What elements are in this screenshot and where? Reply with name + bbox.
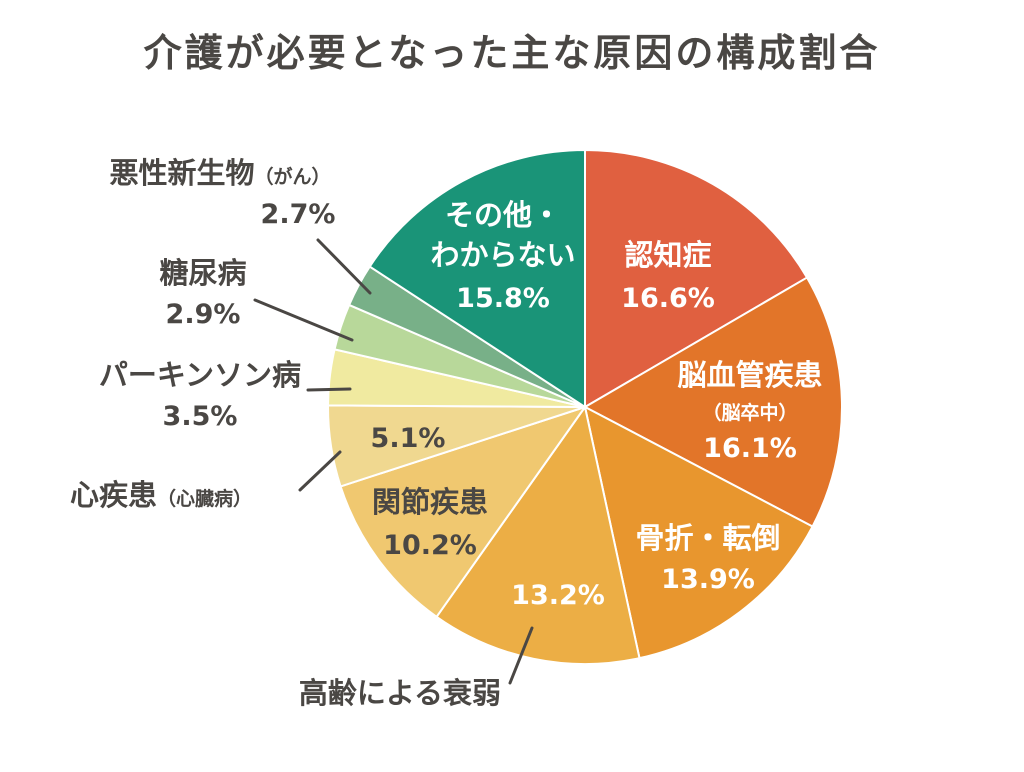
slice-label-2-sublabel: （脳卒中） [702, 401, 797, 424]
slice-label-5-label: 関節疾患 [372, 485, 488, 519]
pie-slice-10 [368, 148, 586, 409]
slice-label-9-label: 悪性新生物（がん） [109, 156, 330, 190]
leader-line-4 [508, 626, 534, 685]
pie-slice-4 [435, 404, 641, 665]
pie-slice-1 [584, 148, 809, 409]
slice-label-10-label_line2: わからない [430, 238, 575, 272]
slice-label-9-value_text: 2.7% [261, 199, 336, 230]
slice-label-3-label: 骨折・転倒 [635, 521, 780, 555]
slice-label-7-label: パーキンソン病 [99, 358, 301, 392]
slice-label-6-label: 心疾患（心臓病） [70, 478, 252, 512]
leader-line-6 [298, 450, 342, 492]
slice-label-3-value_text: 13.9% [661, 564, 755, 595]
slice-label-8-value_text: 2.9% [166, 299, 241, 330]
leader-line-9 [316, 238, 372, 295]
slice-label-5-value_text: 10.2% [383, 530, 477, 561]
slice-label-4-label: 高齢による衰弱 [299, 676, 501, 710]
pie-slice-3 [583, 405, 814, 660]
chart-title: 介護が必要となった主な原因の構成割合 [143, 31, 881, 75]
slice-label-10-label_line1: その他・ [445, 198, 561, 232]
slice-label-2-label: 脳血管疾患 [677, 358, 822, 392]
slice-label-10-value_text: 15.8% [456, 283, 550, 314]
slice-label-6-value_text: 5.1% [371, 423, 446, 454]
slice-label-4-value_text: 13.2% [511, 580, 605, 611]
pie-slice-5 [339, 405, 588, 619]
leader-line-7 [306, 387, 352, 392]
slice-label-2-value_text: 16.1% [703, 433, 797, 464]
slice-label-8-label: 糖尿病 [159, 256, 246, 290]
slice-label-1-value_text: 16.6% [621, 283, 715, 314]
slice-label-1-label: 認知症 [624, 238, 711, 272]
pie-slice-2 [582, 276, 843, 528]
leader-line-8 [253, 298, 354, 342]
slice-label-7-value_text: 3.5% [163, 401, 238, 432]
